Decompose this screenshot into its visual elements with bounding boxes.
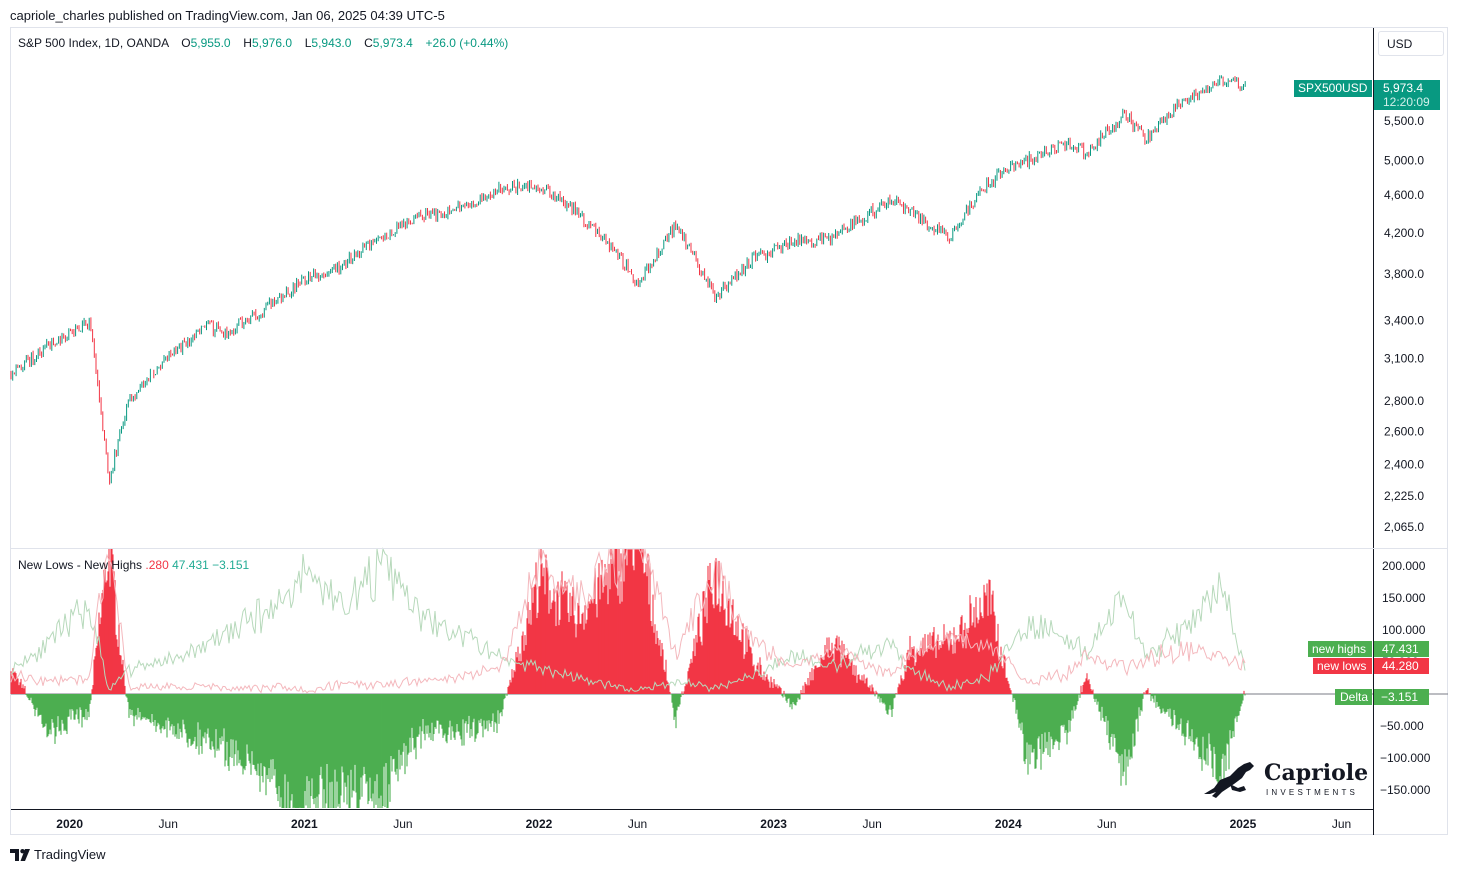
new-lows-name-tag: new lows bbox=[1313, 658, 1372, 674]
new-highs-name-tag: new highs bbox=[1308, 641, 1372, 657]
new-highs-value-tag: 47.431 bbox=[1374, 641, 1429, 657]
high-label: H bbox=[243, 36, 252, 50]
low-value: 5,943.0 bbox=[311, 36, 352, 50]
price-candles bbox=[10, 75, 1246, 485]
time-axis-tick-label: 2021 bbox=[291, 817, 318, 831]
price-axis-tick-label: 4,200.0 bbox=[1384, 226, 1424, 240]
indicator-axis-tick-label: −150.000 bbox=[1380, 783, 1431, 797]
close-value: 5,973.4 bbox=[372, 36, 413, 50]
indicator-axis-tick-label: −50.000 bbox=[1380, 719, 1424, 733]
price-axis-tick-label: 2,225.0 bbox=[1384, 489, 1424, 503]
low-label: L bbox=[304, 36, 312, 50]
indicator-axis-tick-label: −100.000 bbox=[1380, 751, 1431, 765]
price-axis-tick-label: 2,800.0 bbox=[1384, 394, 1424, 408]
close-label: C bbox=[364, 36, 373, 50]
time-axis-tick-label: 2020 bbox=[56, 817, 83, 831]
time-scale-divider bbox=[11, 809, 1373, 810]
new-lows-legend-value: .280 bbox=[145, 558, 169, 572]
time-axis-tick-label: Jun bbox=[1097, 817, 1116, 831]
indicator-axis-tick-label: 100.000 bbox=[1382, 623, 1426, 637]
last-price-value: 5,973.4 bbox=[1383, 81, 1424, 95]
brand-name: Capriole bbox=[1264, 760, 1369, 786]
high-value: 5,976.0 bbox=[251, 36, 293, 50]
symbol-description[interactable]: S&P 500 Index, 1D, OANDA bbox=[18, 36, 169, 50]
currency-selector[interactable]: USD bbox=[1378, 31, 1444, 56]
last-price-tag: 5,973.4 12:20:09 bbox=[1374, 80, 1440, 110]
capriole-brand: Capriole INVESTMENTS bbox=[1200, 758, 1369, 803]
price-axis-tick-label: 2,600.0 bbox=[1384, 425, 1424, 439]
price-axis-tick-label: 5,500.0 bbox=[1384, 114, 1424, 128]
time-axis-tick-label: Jun bbox=[1332, 817, 1351, 831]
time-axis-tick-label: 2023 bbox=[760, 817, 787, 831]
time-axis-tick-label: Jun bbox=[628, 817, 647, 831]
bar-countdown: 12:20:09 bbox=[1383, 95, 1430, 109]
time-axis-tick-label: 2022 bbox=[526, 817, 553, 831]
indicator-legend[interactable]: New Lows - New Highs .280 47.431 −3.151 bbox=[18, 558, 249, 572]
main-series-legend[interactable]: S&P 500 Index, 1D, OANDA O5,955.0 H5,976… bbox=[18, 36, 508, 50]
delta-legend-value: −3.151 bbox=[212, 558, 250, 572]
price-axis-tick-label: 2,065.0 bbox=[1384, 520, 1424, 534]
time-axis-tick-label: Jun bbox=[159, 817, 178, 831]
time-axis-tick-label: Jun bbox=[393, 817, 412, 831]
open-value: 5,955.0 bbox=[190, 36, 231, 50]
price-axis-tick-label: 2,400.0 bbox=[1384, 458, 1424, 472]
tradingview-logo-icon bbox=[10, 848, 30, 861]
price-scale-divider bbox=[1373, 28, 1374, 835]
delta-value-tag: −3.151 bbox=[1374, 689, 1429, 705]
price-axis-tick-label: 3,100.0 bbox=[1384, 352, 1424, 366]
time-axis-tick-label: 2024 bbox=[995, 817, 1022, 831]
tradingview-logo[interactable]: TradingView bbox=[10, 847, 106, 862]
price-axis-tick-label: 5,000.0 bbox=[1384, 154, 1424, 168]
price-axis-tick-label: 3,400.0 bbox=[1384, 313, 1424, 327]
horse-logo-icon bbox=[1204, 762, 1254, 798]
change-value: +26.0 (+0.44%) bbox=[425, 36, 509, 50]
indicator-axis-tick-label: 150.000 bbox=[1382, 591, 1426, 605]
indicator-name[interactable]: New Lows - New Highs bbox=[18, 558, 143, 572]
publisher-line: capriole_charles published on TradingVie… bbox=[10, 8, 445, 23]
symbol-price-tag: SPX500USD bbox=[1294, 80, 1372, 97]
chart-frame bbox=[10, 27, 1448, 835]
indicator-axis-tick-label: 200.000 bbox=[1382, 559, 1426, 573]
tradingview-logo-text: TradingView bbox=[34, 847, 106, 862]
open-label: O bbox=[181, 36, 191, 50]
new-lows-line bbox=[10, 548, 1246, 694]
pane-divider[interactable] bbox=[11, 548, 1448, 549]
price-axis-tick-label: 4,600.0 bbox=[1384, 188, 1424, 202]
time-axis-tick-label: Jun bbox=[863, 817, 882, 831]
new-lows-value-tag: 44.280 bbox=[1374, 658, 1429, 674]
new-highs-line bbox=[10, 547, 1246, 693]
price-axis-tick-label: 3,800.0 bbox=[1384, 267, 1424, 281]
time-axis-tick-label: 2025 bbox=[1230, 817, 1257, 831]
brand-subtitle: INVESTMENTS bbox=[1266, 788, 1359, 797]
delta-name-tag: Delta bbox=[1335, 689, 1372, 705]
new-highs-legend-value: 47.431 bbox=[172, 558, 209, 572]
delta-histogram bbox=[10, 549, 1246, 808]
